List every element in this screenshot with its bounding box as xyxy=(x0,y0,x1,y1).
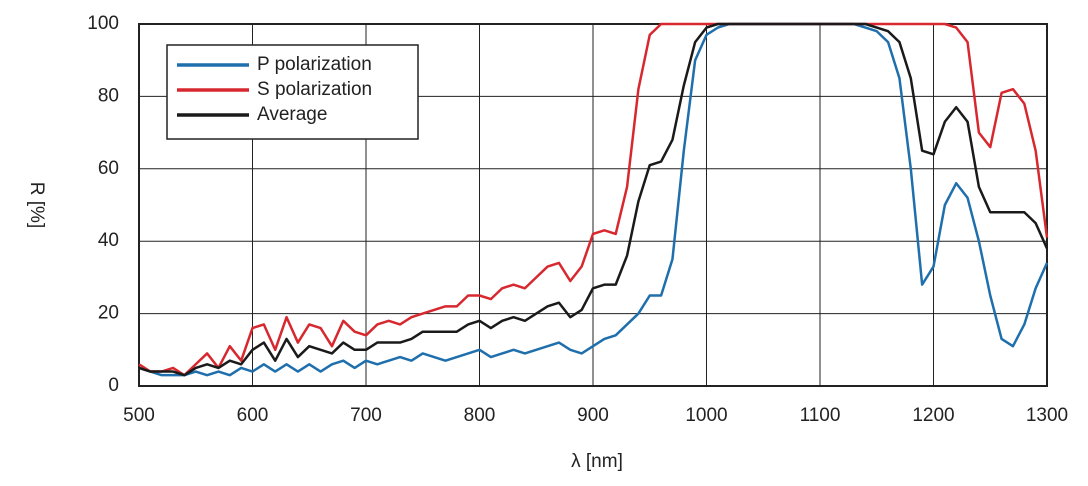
y-tick-label: 0 xyxy=(108,375,119,396)
y-tick-label: 60 xyxy=(98,158,119,179)
x-tick-label: 800 xyxy=(464,405,496,426)
y-tick-label: 20 xyxy=(98,303,119,324)
legend-label: P polarization xyxy=(257,54,372,75)
y-tick-label: 80 xyxy=(98,85,119,106)
legend-label: Average xyxy=(257,104,327,125)
x-tick-label: 900 xyxy=(577,405,609,426)
x-axis-label: λ [nm] xyxy=(571,451,623,472)
y-axis-label: R [%] xyxy=(26,182,47,228)
x-tick-label: 600 xyxy=(237,405,269,426)
legend-label: S polarization xyxy=(257,79,372,100)
x-tick-label: 1300 xyxy=(1026,405,1068,426)
x-tick-label: 500 xyxy=(123,405,155,426)
data-line xyxy=(138,22,1049,377)
data-line xyxy=(138,22,1049,377)
y-tick-label: 40 xyxy=(98,230,119,251)
legend-box xyxy=(166,44,419,140)
data-line xyxy=(138,22,1049,377)
x-tick-label: 1200 xyxy=(912,405,954,426)
plot-frame xyxy=(138,23,1048,387)
x-tick-label: 1100 xyxy=(800,405,841,426)
x-tick-label: 700 xyxy=(350,405,382,426)
x-tick-label: 1000 xyxy=(685,405,727,426)
y-tick-label: 100 xyxy=(87,13,119,34)
